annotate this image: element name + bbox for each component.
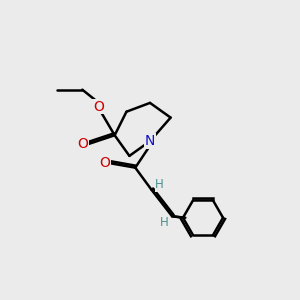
Text: O: O — [93, 100, 104, 114]
Text: H: H — [160, 216, 168, 229]
Text: O: O — [77, 137, 88, 151]
Text: H: H — [155, 178, 164, 191]
Text: O: O — [100, 156, 110, 170]
Text: N: N — [145, 134, 155, 148]
